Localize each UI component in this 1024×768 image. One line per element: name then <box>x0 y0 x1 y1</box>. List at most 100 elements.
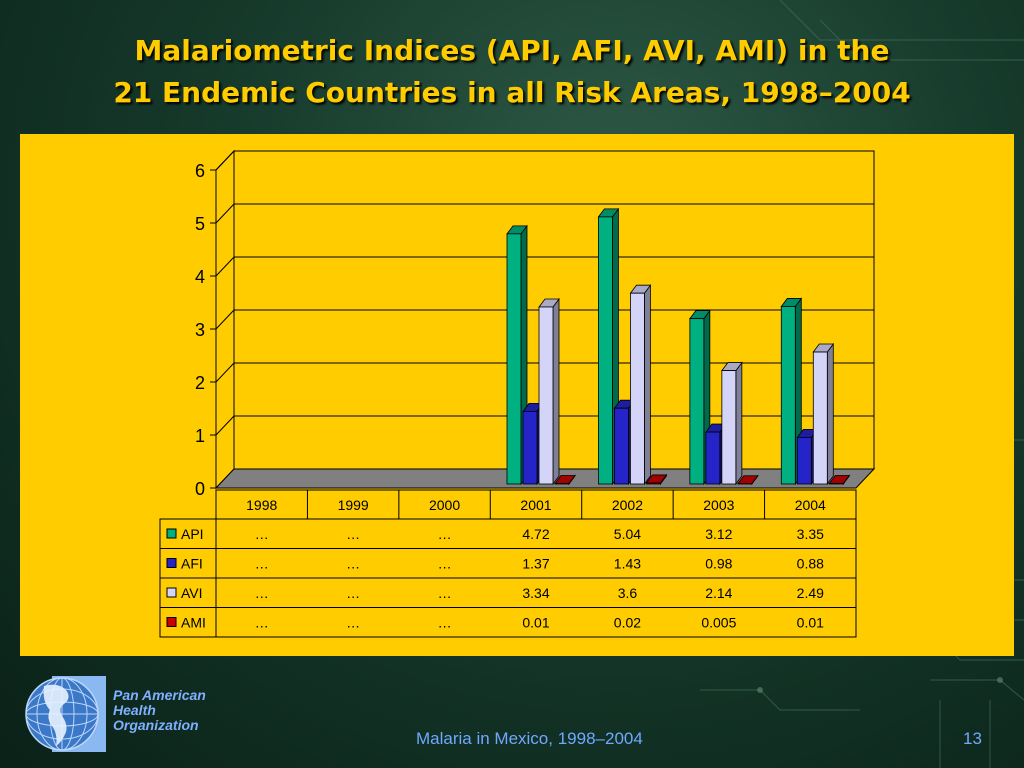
table-row <box>159 607 857 638</box>
x-category-label: 2004 <box>795 497 826 513</box>
data-label: … <box>438 615 452 631</box>
y-tick-label: 5 <box>195 214 205 234</box>
data-label: … <box>255 585 269 601</box>
bar-front <box>689 318 705 485</box>
chart-panel: 0 1 2 3 4 5 6 1998 1999 2000 2001 2002 2003 2004 API … …… <box>20 134 1014 656</box>
chart-gridline-side <box>215 150 235 171</box>
chart-gridline-side <box>215 256 235 277</box>
data-label: … <box>346 585 360 601</box>
organization-name-line-3: Organization <box>113 717 199 733</box>
page-number: 13 <box>963 729 982 748</box>
chart-gridline-side <box>215 309 235 330</box>
bar-front <box>812 351 828 485</box>
organization-name: Pan American Health Organization <box>113 688 253 733</box>
y-tick-label: 4 <box>195 267 205 287</box>
bar-side <box>644 283 651 486</box>
data-label: 1.37 <box>522 556 549 572</box>
data-label: 2.49 <box>797 585 824 601</box>
x-category-label: 2000 <box>429 497 460 513</box>
data-label: … <box>255 526 269 542</box>
bar-side <box>552 297 560 486</box>
chart-gridline-side <box>215 203 235 224</box>
data-label: … <box>255 556 269 572</box>
data-label: 0.005 <box>701 615 736 631</box>
paho-globe-logo <box>25 676 106 752</box>
bar-api-2003 <box>689 309 711 486</box>
bar-avi-2002 <box>629 283 652 486</box>
table-row <box>159 548 857 579</box>
legend-swatch-ami <box>166 617 177 627</box>
table-header-row <box>215 489 857 520</box>
bar-front <box>630 292 645 485</box>
bar-front <box>721 370 737 485</box>
data-label: … <box>438 526 452 542</box>
bar-front <box>522 410 538 485</box>
bar-front <box>614 407 629 485</box>
legend-label-avi: AVI <box>181 585 203 601</box>
data-label: 0.02 <box>614 615 641 631</box>
x-category-label: 1998 <box>246 497 277 513</box>
data-label: 5.04 <box>614 526 641 542</box>
bar-front <box>796 436 812 485</box>
bar-side <box>735 361 743 486</box>
data-label: 2.14 <box>705 585 732 601</box>
bar-avi-2001 <box>538 297 560 486</box>
data-label: 0.01 <box>522 615 549 631</box>
bar-ami-2001 <box>554 474 576 486</box>
legend-label-ami: AMI <box>181 615 206 631</box>
bar-avi-2003 <box>721 361 743 486</box>
data-label: 4.72 <box>522 526 549 542</box>
data-label: … <box>346 526 360 542</box>
y-tick-label: 2 <box>195 373 205 393</box>
slide-title-line-1: Malariometric Indices (API, AFI, AVI, AM… <box>134 34 890 67</box>
legend-swatch-avi <box>166 587 177 598</box>
y-tick-label: 6 <box>195 161 205 181</box>
bar-front <box>554 483 570 485</box>
data-label: … <box>346 556 360 572</box>
data-label: 3.12 <box>705 526 732 542</box>
data-label: 0.88 <box>797 556 824 572</box>
bar-front <box>780 306 796 485</box>
x-category-label: 1999 <box>338 497 369 513</box>
data-label: … <box>255 615 269 631</box>
data-label: 1.43 <box>614 556 641 572</box>
data-label: … <box>438 556 452 572</box>
bar-avi-2004 <box>812 342 835 486</box>
bar-front <box>538 306 554 485</box>
legend-swatch-api <box>166 528 177 539</box>
data-label: 3.6 <box>618 585 638 601</box>
bar-side <box>826 342 834 486</box>
bar-front <box>506 233 522 485</box>
table-row <box>159 518 857 549</box>
bar-front <box>705 431 721 485</box>
y-tick-label: 1 <box>195 426 205 446</box>
chart-gridline-side <box>215 362 235 383</box>
slide-title-line-2: 21 Endemic Countries in all Risk Areas, … <box>113 76 911 109</box>
legend-label-api: API <box>181 526 204 542</box>
data-label: 0.98 <box>705 556 732 572</box>
organization-name-line-2: Health <box>113 702 156 718</box>
data-label: 0.01 <box>797 615 824 631</box>
x-category-label: 2002 <box>612 497 643 513</box>
bar-ami-2004 <box>828 474 851 486</box>
data-label: 3.34 <box>522 585 549 601</box>
bar-ami-2003 <box>737 474 759 486</box>
organization-name-line-1: Pan American <box>113 687 206 703</box>
slide-title: Malariometric Indices (API, AFI, AVI, AM… <box>0 30 1024 114</box>
bar-front <box>646 482 661 485</box>
data-label: … <box>438 585 452 601</box>
y-tick-label: 3 <box>195 320 205 340</box>
chart-gridline-side <box>215 415 235 436</box>
bar-chart: 0 1 2 3 4 5 6 1998 1999 2000 2001 2002 2003 2004 API … …… <box>159 149 876 638</box>
data-label: … <box>346 615 360 631</box>
legend-label-afi: AFI <box>181 556 203 572</box>
y-tick-label: 0 <box>195 479 205 499</box>
bar-ami-2002 <box>645 473 668 486</box>
data-label: 3.35 <box>797 526 824 542</box>
footer-caption: Malaria in Mexico, 1998–2004 <box>416 729 643 748</box>
legend-swatch-afi <box>166 558 177 568</box>
x-category-label: 2003 <box>703 497 734 513</box>
bar-front <box>828 483 844 485</box>
bar-front <box>598 216 613 485</box>
x-category-label: 2001 <box>520 497 551 513</box>
